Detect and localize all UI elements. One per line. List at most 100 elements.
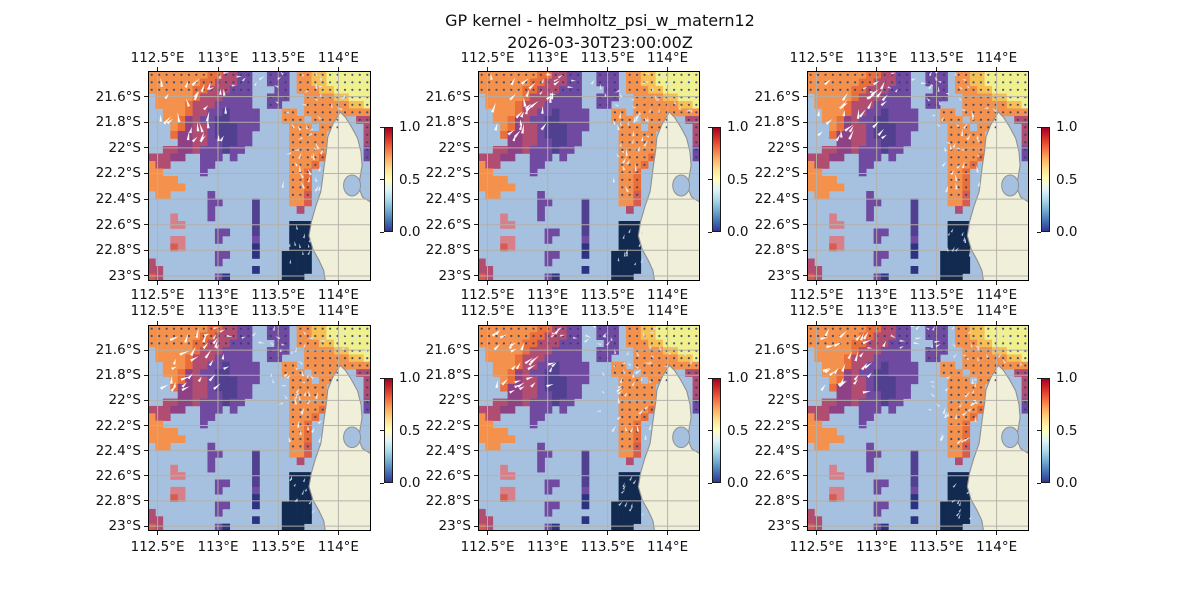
x-tick-label: 113.5°E: [909, 303, 964, 319]
y-tick-mark: [474, 198, 478, 200]
y-tick-label: 22.4°S: [425, 191, 471, 208]
x-tick-mark: [337, 531, 339, 535]
y-tick-mark: [803, 224, 807, 226]
map-panel-row2-col3: [807, 325, 1030, 532]
x-tick-label: 114°E: [976, 50, 1018, 66]
x-tick-mark: [936, 67, 938, 71]
figure-subtitle: 2026-03-30T23:00:00Z: [507, 33, 693, 52]
y-tick-mark: [144, 399, 148, 401]
y-tick-mark: [144, 147, 148, 149]
colorbar-tick-mark: [708, 231, 712, 233]
y-tick-mark: [474, 96, 478, 98]
x-tick-label: 113°E: [197, 303, 239, 319]
y-tick-label: 21.6°S: [425, 88, 471, 105]
x-tick-mark: [157, 531, 159, 535]
map-plot-row2-col2: [478, 324, 701, 532]
x-tick-mark: [936, 321, 938, 325]
y-tick-mark: [803, 172, 807, 174]
y-tick-label: 23°S: [767, 518, 801, 535]
colorbar-tick-label: 0.0: [727, 224, 749, 240]
y-tick-label: 22.6°S: [425, 216, 471, 233]
y-tick-mark: [144, 224, 148, 226]
x-tick-mark: [487, 531, 489, 535]
x-tick-mark: [996, 281, 998, 285]
y-tick-mark: [474, 224, 478, 226]
x-tick-label: 114°E: [647, 50, 689, 66]
x-tick-label: 113.5°E: [909, 50, 964, 66]
y-tick-label: 22.2°S: [95, 417, 141, 434]
map-panel-row1-col3: [807, 70, 1030, 282]
x-tick-label: 113.5°E: [251, 539, 306, 555]
x-tick-mark: [217, 531, 219, 535]
y-tick-mark: [474, 121, 478, 123]
y-tick-label: 22°S: [108, 392, 142, 409]
y-tick-label: 22.8°S: [425, 492, 471, 509]
y-tick-mark: [144, 249, 148, 251]
y-tick-label: 21.8°S: [95, 367, 141, 384]
colorbar-tick-mark: [1037, 231, 1041, 233]
y-tick-mark: [474, 147, 478, 149]
colorbar-tick-label: 0.0: [1056, 475, 1078, 491]
colorbar-tick-mark: [380, 377, 384, 379]
y-tick-label: 23°S: [108, 518, 142, 535]
y-tick-label: 22.8°S: [95, 242, 141, 259]
x-tick-mark: [487, 67, 489, 71]
y-tick-label: 22.4°S: [754, 442, 800, 459]
colorbar-tick-mark: [1037, 430, 1041, 431]
x-tick-label: 114°E: [317, 50, 359, 66]
colorbar-tick-mark: [380, 126, 384, 128]
y-tick-label: 22.8°S: [95, 492, 141, 509]
x-tick-mark: [337, 67, 339, 71]
x-tick-mark: [277, 531, 279, 535]
x-tick-label: 114°E: [647, 539, 689, 555]
x-tick-label: 114°E: [976, 303, 1018, 319]
x-tick-label: 112.5°E: [789, 50, 844, 66]
y-tick-mark: [474, 525, 478, 527]
colorbar-row2-col3: [1041, 378, 1050, 483]
colorbar-tick-label: 1.0: [399, 370, 421, 386]
x-tick-label: 113°E: [527, 287, 569, 303]
y-tick-mark: [803, 475, 807, 477]
y-tick-label: 22.2°S: [754, 165, 800, 182]
y-tick-label: 21.8°S: [95, 114, 141, 131]
x-tick-mark: [337, 321, 339, 325]
x-tick-label: 114°E: [317, 539, 359, 555]
x-tick-label: 113.5°E: [251, 50, 306, 66]
x-tick-mark: [996, 531, 998, 535]
y-tick-mark: [803, 198, 807, 200]
x-tick-label: 114°E: [317, 303, 359, 319]
y-tick-label: 23°S: [767, 267, 801, 284]
x-tick-mark: [277, 281, 279, 285]
y-tick-mark: [144, 500, 148, 502]
colorbar-tick-mark: [1037, 126, 1041, 128]
x-tick-mark: [547, 321, 549, 325]
y-tick-mark: [144, 172, 148, 174]
x-tick-label: 113.5°E: [909, 539, 964, 555]
x-tick-mark: [157, 321, 159, 325]
colorbar-tick-mark: [380, 231, 384, 233]
x-tick-label: 113.5°E: [580, 287, 635, 303]
x-tick-label: 114°E: [647, 303, 689, 319]
x-tick-mark: [157, 281, 159, 285]
y-tick-label: 21.8°S: [425, 367, 471, 384]
y-tick-mark: [474, 249, 478, 251]
y-tick-mark: [474, 475, 478, 477]
x-tick-mark: [876, 531, 878, 535]
colorbar-tick-mark: [1037, 377, 1041, 379]
colorbar-row1-col3: [1041, 127, 1050, 232]
y-tick-label: 22°S: [767, 392, 801, 409]
x-tick-mark: [487, 321, 489, 325]
x-tick-mark: [667, 531, 669, 535]
colorbar-tick-label: 1.0: [727, 370, 749, 386]
x-tick-mark: [876, 67, 878, 71]
y-tick-label: 21.8°S: [754, 367, 800, 384]
colorbar-tick-mark: [708, 179, 712, 180]
colorbar-tick-label: 0.5: [727, 171, 749, 188]
y-tick-label: 21.6°S: [95, 342, 141, 359]
x-tick-label: 113.5°E: [580, 303, 635, 319]
x-tick-label: 113.5°E: [251, 303, 306, 319]
y-tick-label: 22.8°S: [425, 242, 471, 259]
map-panel-row1-col1: [148, 67, 372, 282]
y-tick-mark: [474, 275, 478, 277]
x-tick-label: 113.5°E: [251, 287, 306, 303]
